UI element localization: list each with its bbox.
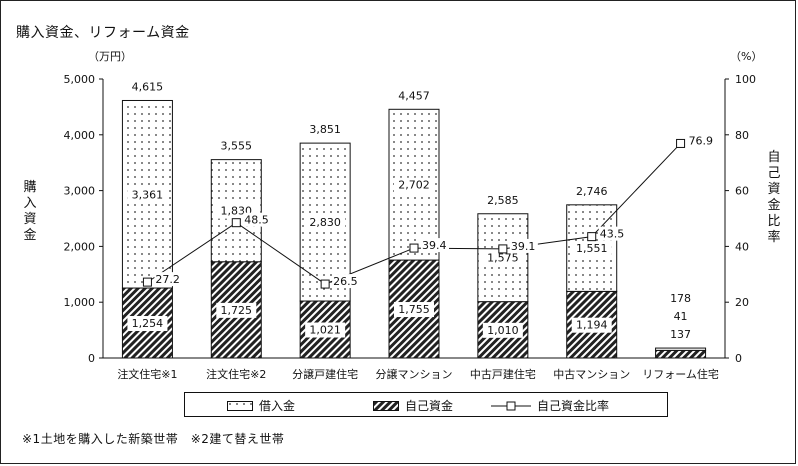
category-label: 中古マンション: [553, 368, 630, 381]
own-label-bg: [127, 316, 168, 332]
category-label: 注文住宅※1: [117, 367, 177, 381]
left-tick-label: 5,000: [64, 73, 96, 86]
right-axis-label: 自己資金比率: [767, 150, 781, 245]
ratio-value-label: 39.1: [511, 240, 536, 253]
ratio-marker: [676, 138, 686, 148]
loan-swatch: [227, 400, 253, 411]
total-value-label: 178: [670, 292, 691, 305]
loan-value-label: 1,575: [487, 252, 519, 265]
ratio-label-bg: [332, 274, 361, 289]
total-value-label: 4,615: [132, 80, 164, 93]
category-label: 注文住宅※2: [206, 367, 266, 381]
right-tick-label: 80: [735, 129, 749, 142]
loan-value-label: 1,551: [576, 242, 608, 255]
left-tick-label: 1,000: [64, 296, 96, 309]
legend-item-loan: 借入金: [227, 397, 295, 414]
right-tick-label: 0: [735, 352, 742, 365]
left-axis-label: 購入資金: [23, 180, 37, 243]
footnote: ※1土地を購入した新築世帯 ※2建て替え世帯: [22, 432, 285, 446]
ratio-label-bg: [687, 133, 716, 148]
legend-label-loan: 借入金: [259, 399, 296, 413]
right-axis-unit: （%）: [730, 50, 763, 63]
own-label-bg: [571, 317, 612, 333]
loan-value-label: 2,830: [309, 216, 341, 229]
loan-value-label: 41: [674, 310, 688, 323]
ratio-label-bg: [509, 238, 538, 253]
ratio-value-label: 48.5: [244, 214, 268, 227]
legend-label-ratio: 自己資金比率: [537, 399, 610, 413]
total-value-label: 2,746: [576, 185, 608, 198]
own-value-label: 1,021: [309, 324, 341, 337]
bar-own: [655, 349, 707, 359]
loan-label-bg: [305, 215, 346, 231]
ratio-marker: [587, 232, 597, 242]
legend: 借入金 自己資金 自己資金比率: [184, 392, 668, 417]
total-value-label: 4,457: [398, 89, 430, 102]
loan-value-label: 3,361: [132, 188, 164, 201]
ratio-marker: [142, 277, 152, 287]
own-value-label: 1,725: [221, 304, 253, 317]
ratio-marker: [409, 243, 419, 253]
own-value-label: 137: [670, 328, 691, 341]
ratio-label-bg: [598, 226, 627, 241]
own-value-label: 1,755: [398, 303, 430, 316]
ratio-label-bg: [243, 212, 272, 227]
loan-label-bg: [571, 241, 612, 257]
right-tick-label: 100: [735, 73, 756, 86]
legend-label-own: 自己資金: [405, 399, 454, 413]
loan-label-bg: [482, 250, 523, 266]
total-value-label: 3,851: [309, 123, 341, 136]
right-tick-label: 20: [735, 296, 749, 309]
own-label-bg: [482, 322, 523, 338]
ratio-value-label: 76.9: [689, 134, 714, 147]
category-label: 分譲戸建住宅: [292, 367, 358, 381]
own-label-bg: [394, 302, 434, 318]
category-label: 中古戸建住宅: [470, 367, 536, 381]
bar-loan: [655, 347, 707, 351]
loan-value-label: 2,702: [398, 179, 430, 192]
ratio-label-bg: [154, 272, 183, 287]
own-value-label: 1,010: [487, 324, 519, 337]
total-value-label: 2,585: [487, 194, 519, 207]
ratio-marker: [498, 244, 508, 254]
loan-label-bg: [394, 177, 434, 193]
own-value-label: 1,194: [576, 319, 608, 332]
ratio-label-bg: [421, 238, 449, 253]
category-label: リフォーム住宅: [642, 367, 719, 381]
right-tick-label: 60: [735, 185, 749, 198]
ratio-value-label: 27.2: [155, 273, 180, 286]
ratio-value-label: 43.5: [600, 228, 625, 241]
right-tick-label: 40: [735, 240, 749, 253]
ratio-marker: [231, 218, 241, 228]
loan-label-bg: [127, 187, 168, 203]
category-label: 分譲マンション: [376, 367, 453, 381]
chart-title: 購入資金、リフォーム資金: [16, 25, 190, 41]
total-value-label: 3,555: [221, 140, 253, 153]
left-tick-label: 4,000: [64, 129, 96, 142]
left-tick-label: 0: [88, 352, 95, 365]
left-tick-label: 2,000: [64, 240, 96, 253]
ratio-value-label: 26.5: [333, 275, 358, 288]
left-tick-label: 3,000: [64, 185, 96, 198]
ratio-marker: [320, 279, 330, 289]
own-swatch: [373, 400, 399, 411]
ratio-value-label: 39.4: [422, 239, 447, 252]
legend-item-own: 自己資金: [373, 397, 453, 414]
own-label-bg: [305, 322, 346, 338]
own-value-label: 1,254: [132, 317, 164, 330]
ratio-line-icon: [491, 401, 531, 410]
left-axis-unit: （万円）: [88, 50, 132, 63]
legend-item-ratio: 自己資金比率: [491, 397, 609, 414]
own-label-bg: [216, 302, 257, 318]
